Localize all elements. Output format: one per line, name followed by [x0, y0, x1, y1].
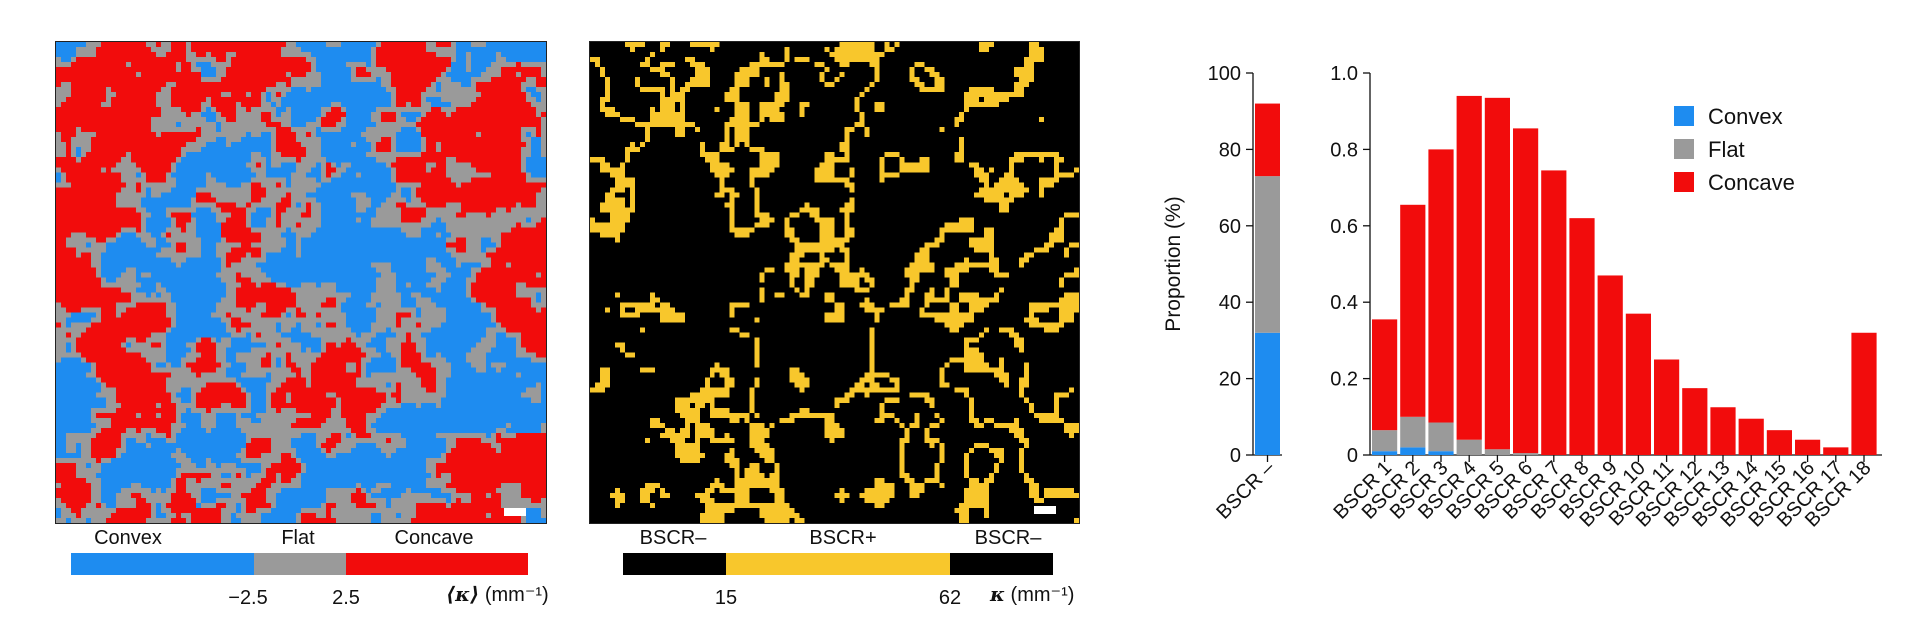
- y-tick-label: 20: [1219, 369, 1241, 391]
- y-tick-label: 40: [1219, 292, 1241, 314]
- colorbar-a-concave: [346, 553, 528, 575]
- bar-convex-bscr-3: [1428, 451, 1454, 455]
- bar-convex-bscr-1: [1372, 451, 1398, 455]
- bar-concave-bscr-6: [1513, 128, 1539, 454]
- legend-label-convex: Convex: [1708, 104, 1783, 129]
- bar-concave-bscr-9: [1597, 275, 1623, 455]
- bar-concave-bscr-1: [1372, 319, 1398, 431]
- scale-bar-b: [1034, 506, 1056, 514]
- cb-b-label-left: BSCR–: [639, 527, 707, 549]
- cb-b-label-center: BSCR+: [809, 527, 877, 549]
- legend-label-concave: Concave: [1708, 170, 1795, 195]
- bar-convex-bscr-2: [1400, 447, 1426, 455]
- bar-flat-bscr-4: [1456, 439, 1482, 455]
- cb-a-label-flat: Flat: [281, 527, 315, 549]
- bar-flat-bscr-1: [1372, 430, 1398, 452]
- bar-concave-bscr-12: [1682, 388, 1708, 455]
- cb-a-tick-low: −2.5: [228, 587, 268, 609]
- bar-concave-bscr-18: [1851, 332, 1877, 455]
- bar-concave-bscr-3: [1428, 149, 1454, 423]
- bar-concave-bscr-8: [1569, 218, 1595, 455]
- curvature-map: [55, 41, 547, 524]
- bar-concave-bscr-11: [1654, 359, 1680, 455]
- y-tick-label: 60: [1219, 216, 1241, 238]
- legend-swatch-concave: [1674, 172, 1694, 192]
- bar-flat-bscr: [1255, 176, 1280, 333]
- cb-a-unit: ⟨κ⟩ (mm⁻¹): [446, 582, 549, 606]
- cb-a-label-concave: Concave: [394, 527, 474, 549]
- bar-concave-bscr-17: [1823, 447, 1849, 455]
- bar-concave-bscr-15: [1766, 430, 1792, 455]
- y-tick-label: 0: [1230, 445, 1241, 467]
- scale-bar-a: [504, 508, 526, 516]
- y-tick-label: 0.8: [1330, 139, 1358, 161]
- y-tick-label: 100: [1208, 63, 1241, 85]
- colorbar-b-high: [950, 553, 1053, 575]
- cb-a-label-convex: Convex: [94, 527, 162, 549]
- y-tick-label: 0.6: [1330, 216, 1358, 238]
- y-tick-label: 0.2: [1330, 369, 1358, 391]
- colorbar-b-mid: [726, 553, 950, 575]
- cb-b-unit: κ (mm⁻¹): [990, 582, 1075, 606]
- colorbar-a-convex: [71, 553, 254, 575]
- bar-concave-bscr-16: [1795, 439, 1821, 455]
- bar-concave-bscr-2: [1400, 204, 1426, 417]
- bar-flat-bscr-2: [1400, 416, 1426, 448]
- colorbar-a-flat: [254, 553, 346, 575]
- bar-concave-bscr-13: [1710, 407, 1736, 455]
- legend-swatch-convex: [1674, 106, 1694, 126]
- cb-b-tick-low: 15: [714, 587, 738, 609]
- bar-concave-bscr-14: [1738, 418, 1764, 455]
- chart-0: 0 20 40 60 80 100 BSCR – Proportion (%): [1162, 63, 1282, 524]
- bar-concave-bscr: [1255, 103, 1280, 177]
- bar-concave-bscr-4: [1456, 95, 1482, 440]
- bscr-map: [589, 41, 1080, 524]
- bar-flat-bscr-5: [1484, 449, 1510, 455]
- y-tick-label: 80: [1219, 139, 1241, 161]
- cb-b-tick-high: 62: [938, 587, 962, 609]
- y-tick-label: 0: [1347, 445, 1358, 467]
- bar-convex-bscr: [1255, 332, 1280, 455]
- cb-b-label-right: BSCR–: [974, 527, 1042, 549]
- bar-concave-bscr-5: [1484, 97, 1510, 450]
- x-tick-label-bscr: BSCR –: [1212, 456, 1279, 523]
- bar-concave-bscr-7: [1541, 170, 1567, 455]
- y-axis-label: Proportion (%): [1162, 196, 1185, 331]
- legend-label-flat: Flat: [1708, 137, 1745, 162]
- bar-flat-bscr-3: [1428, 422, 1454, 452]
- colorbar-b-low: [623, 553, 726, 575]
- cb-a-tick-high: 2.5: [332, 587, 360, 609]
- y-tick-label: 1.0: [1330, 63, 1358, 85]
- legend-swatch-flat: [1674, 139, 1694, 159]
- y-tick-label: 0.4: [1330, 292, 1358, 314]
- bar-flat-bscr-6: [1513, 453, 1539, 455]
- bar-concave-bscr-10: [1625, 313, 1651, 455]
